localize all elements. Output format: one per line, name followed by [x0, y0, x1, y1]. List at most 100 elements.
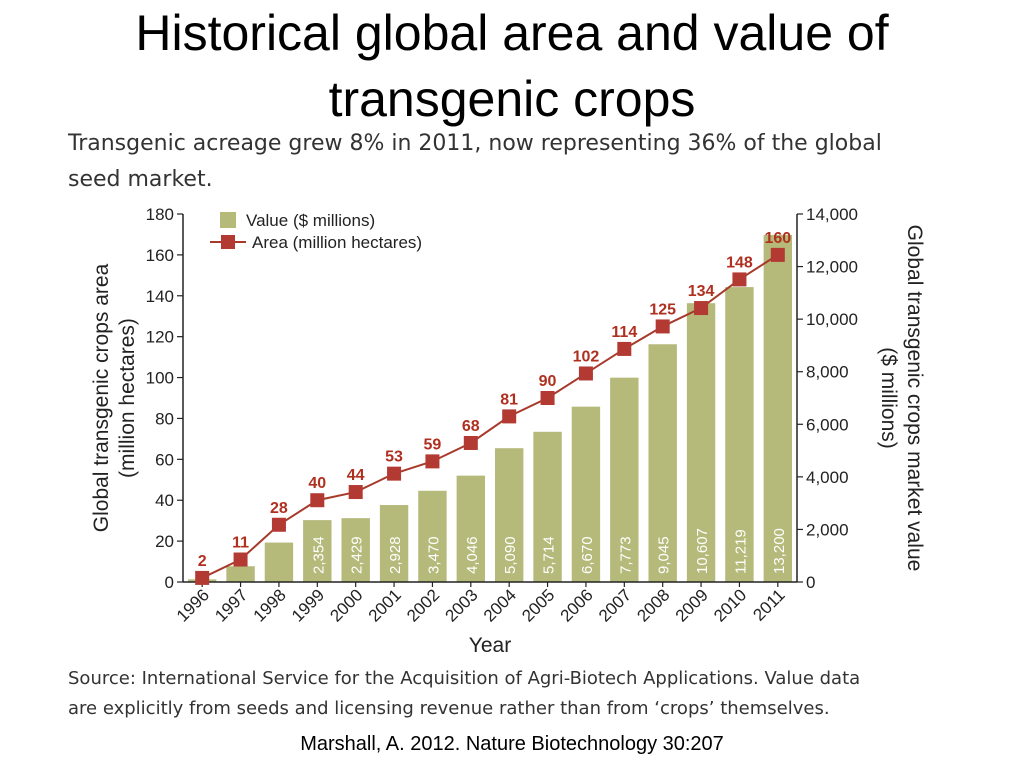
area-marker: [502, 409, 517, 424]
x-tick-label: 1998: [250, 585, 290, 625]
bar-value-label: 11,219: [732, 529, 749, 574]
value-bar: [725, 287, 754, 582]
area-marker: [310, 493, 325, 508]
area-data-label: 59: [424, 436, 442, 453]
bar-value-label: 10,607: [694, 528, 711, 574]
x-tick-label: 2008: [633, 585, 673, 625]
slide-title-line-2: transgenic crops: [328, 71, 696, 127]
left-tick-label: 60: [155, 450, 174, 469]
area-marker: [233, 552, 248, 567]
value-bar: [610, 377, 639, 582]
area-data-label: 160: [764, 230, 791, 247]
x-tick-label: 2000: [326, 585, 366, 625]
value-bar: [456, 475, 486, 582]
chart-subtitle: Transgenic acreage grew 8% in 2011, now …: [68, 126, 968, 198]
right-tick-label: 8,000: [806, 363, 849, 382]
source-note: Source: International Service for the Ac…: [68, 664, 968, 724]
area-marker: [387, 466, 402, 481]
bar-value-label: 2,354: [310, 536, 327, 574]
left-tick-label: 180: [146, 205, 174, 224]
area-data-label: 68: [462, 418, 480, 435]
area-marker: [540, 391, 555, 405]
value-bar: [494, 448, 524, 582]
legend-line-label: Area (million hectares): [252, 233, 422, 252]
left-tick-label: 120: [146, 328, 174, 347]
bar-value-label: 2,928: [387, 536, 404, 574]
right-axis-title-line-2: ($ millions): [877, 347, 900, 449]
legend-bar-swatch: [220, 212, 236, 228]
x-tick-label: 2003: [441, 585, 481, 625]
bar-value-label: 6,670: [579, 536, 596, 574]
area-marker: [770, 247, 785, 262]
area-marker: [617, 341, 632, 356]
bar-value-label: 7,773: [617, 536, 634, 574]
chart-subtitle-line-2: seed market.: [68, 167, 213, 192]
area-marker: [195, 570, 210, 585]
bar-value-label: 4,046: [464, 536, 481, 574]
bar-value-label: 13,200: [771, 528, 788, 574]
right-tick-label: 0: [806, 573, 815, 592]
x-tick-label: 2010: [710, 585, 750, 625]
legend-bar-label: Value ($ millions): [246, 211, 375, 230]
x-axis-title: Year: [469, 634, 511, 657]
area-data-label: 90: [539, 373, 557, 390]
bar-value-label: 3,470: [425, 536, 442, 574]
area-data-label: 28: [270, 500, 288, 517]
x-tick-label: 2002: [403, 585, 443, 625]
value-bar: [763, 235, 793, 582]
x-tick-label: 2001: [365, 585, 405, 625]
area-marker: [348, 485, 363, 500]
area-data-label: 44: [347, 467, 365, 484]
left-tick-label: 100: [146, 369, 174, 388]
x-tick-label: 2011: [749, 585, 788, 624]
area-data-label: 134: [688, 283, 715, 300]
value-bar: [686, 303, 716, 582]
value-bar: [648, 344, 677, 582]
slide-title: Historical global area and value of tran…: [0, 0, 1024, 132]
area-data-label: 125: [649, 301, 676, 318]
bar-value-label: 5,714: [541, 536, 558, 574]
bar-value-label: 2,429: [349, 536, 366, 574]
left-tick-label: 20: [155, 532, 174, 551]
bar-value-label: 5,090: [502, 536, 519, 574]
value-bar: [418, 490, 447, 582]
source-note-line-1: Source: International Service for the Ac…: [68, 668, 861, 689]
left-tick-label: 160: [146, 246, 174, 265]
area-data-label: 11: [232, 535, 249, 552]
chart-subtitle-line-1: Transgenic acreage grew 8% in 2011, now …: [68, 131, 882, 156]
value-bar: [226, 566, 255, 582]
left-tick-label: 80: [155, 409, 174, 428]
left-tick-label: 140: [146, 287, 174, 306]
area-marker: [694, 301, 709, 316]
area-line: [201, 254, 779, 579]
area-data-label: 40: [308, 475, 326, 492]
right-tick-label: 2,000: [806, 520, 849, 539]
value-bar: [379, 505, 409, 582]
area-data-label: 53: [385, 449, 403, 466]
citation: Marshall, A. 2012. Nature Biotechnology …: [300, 733, 724, 755]
value-bar: [303, 520, 332, 582]
area-data-label: 114: [611, 324, 637, 341]
value-bar: [341, 518, 370, 582]
left-axis-title-line-1: Global transgenic crops area: [90, 263, 113, 532]
area-marker: [732, 272, 747, 287]
right-tick-label: 12,000: [806, 258, 858, 277]
area-data-label: 2: [198, 553, 207, 570]
x-tick-label: 2004: [480, 585, 520, 625]
left-tick-label: 40: [155, 491, 174, 510]
area-data-label: 81: [500, 391, 518, 408]
x-tick-label: 1997: [211, 585, 251, 625]
slide-title-line-1: Historical global area and value of: [135, 5, 889, 61]
right-tick-label: 10,000: [806, 310, 858, 329]
value-bar: [571, 406, 601, 582]
area-marker: [463, 435, 478, 450]
right-axis-title-line-1: Global transgenic crops market value: [903, 225, 926, 572]
area-data-label: 148: [726, 254, 753, 271]
right-tick-label: 14,000: [806, 205, 858, 224]
bar-value-label: 9,045: [656, 536, 673, 574]
area-marker: [578, 366, 593, 381]
area-marker: [425, 454, 440, 469]
x-tick-label: 2005: [518, 585, 558, 625]
x-tick-label: 2009: [672, 585, 712, 625]
